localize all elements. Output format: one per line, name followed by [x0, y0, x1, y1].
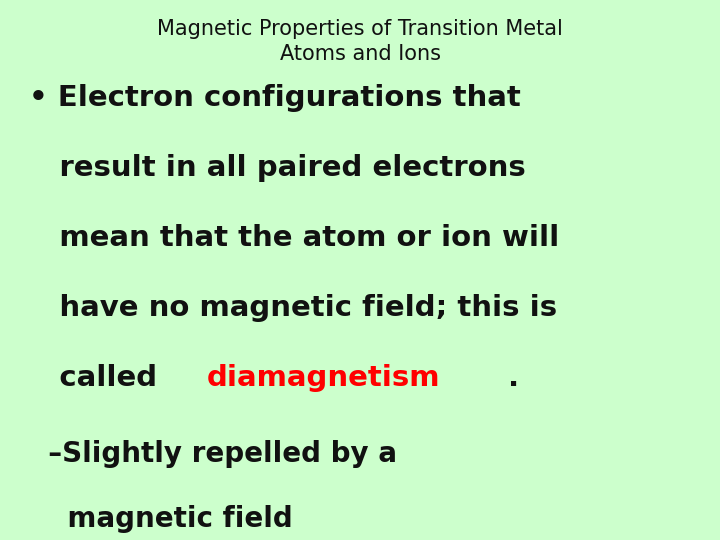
Text: result in all paired electrons: result in all paired electrons [29, 154, 526, 182]
Text: diamagnetism: diamagnetism [207, 364, 441, 393]
Text: –Slightly repelled by a: –Slightly repelled by a [29, 440, 397, 468]
Text: magnetic field: magnetic field [29, 505, 292, 533]
Text: mean that the atom or ion will: mean that the atom or ion will [29, 224, 559, 252]
Text: called: called [29, 364, 167, 393]
Text: Magnetic Properties of Transition Metal
Atoms and Ions: Magnetic Properties of Transition Metal … [157, 19, 563, 64]
Text: • Electron configurations that: • Electron configurations that [29, 84, 521, 112]
Text: have no magnetic field; this is: have no magnetic field; this is [29, 294, 557, 322]
Text: .: . [508, 364, 520, 393]
